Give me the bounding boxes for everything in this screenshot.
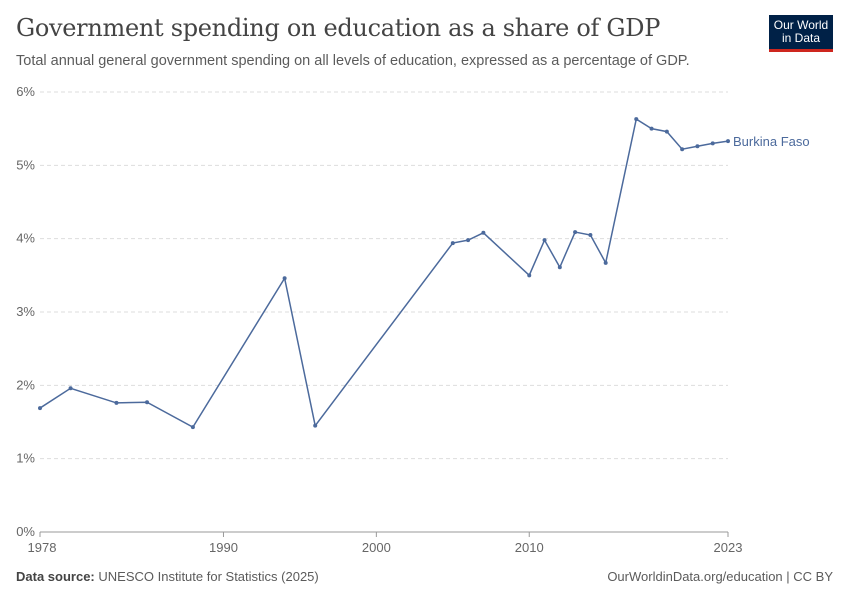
y-tick-label: 1% (16, 451, 35, 466)
data-point (557, 265, 562, 270)
data-point (710, 141, 715, 146)
data-point (726, 139, 730, 144)
y-tick-label: 4% (16, 231, 35, 246)
data-point (603, 260, 608, 265)
data-point (38, 406, 42, 411)
y-tick-label: 5% (16, 157, 35, 172)
data-point (450, 241, 455, 246)
data-point (68, 386, 73, 391)
x-tick-label: 2023 (714, 540, 743, 555)
source-label: Data source: (16, 569, 95, 584)
y-tick-label: 6% (16, 84, 35, 99)
data-point (680, 147, 685, 152)
x-tick-label: 1990 (209, 540, 238, 555)
footer-link[interactable]: OurWorldinData.org/education | CC BY (607, 569, 833, 584)
data-point (313, 423, 318, 428)
x-tick-label: 2000 (362, 540, 391, 555)
y-tick-label: 0% (16, 524, 35, 539)
data-point (145, 400, 150, 405)
data-point (664, 129, 669, 134)
data-point (481, 230, 486, 235)
y-tick-label: 2% (16, 377, 35, 392)
data-point (282, 276, 287, 281)
x-tick-label: 2010 (515, 540, 544, 555)
data-point (527, 273, 532, 278)
data-point (542, 238, 547, 243)
logo-text: Our World in Data (773, 18, 829, 45)
line-chart: 0% 1% 2% 3% 4% 5% 6% 1978 1990 2000 2010 2023 Burkin… (16, 84, 810, 555)
data-point (649, 126, 654, 131)
data-point (466, 238, 471, 243)
data-point (190, 425, 195, 430)
x-tick-label: 1978 (28, 540, 57, 555)
data-point (114, 400, 119, 405)
source-text: UNESCO Institute for Statistics (2025) (98, 569, 319, 584)
data-source: Data source: UNESCO Institute for Statis… (16, 569, 319, 584)
data-point (588, 233, 593, 237)
series-label: Burkina Faso (733, 134, 810, 149)
data-point (695, 144, 700, 149)
data-point (573, 230, 578, 235)
owid-logo[interactable]: Our World in Data (769, 15, 833, 52)
y-tick-label: 3% (16, 304, 35, 319)
chart-subtitle: Total annual general government spending… (16, 53, 690, 69)
chart-title: Government spending on education as a sh… (16, 14, 661, 42)
data-point (634, 117, 639, 122)
